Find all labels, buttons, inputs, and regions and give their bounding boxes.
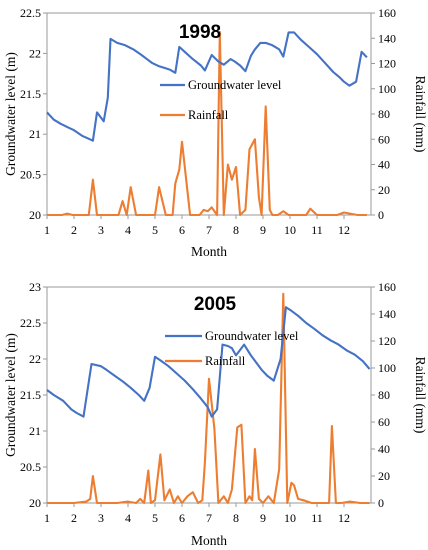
chart-1998: 1 2 3 4 5 6 7 8 9 10 11 122020.52121.52222.50204060… — [3, 6, 428, 259]
y-tick-label: 21 — [29, 424, 41, 438]
x-tick-label: 10 — [284, 511, 296, 525]
y2-tick-label: 40 — [378, 442, 390, 456]
y2-tick-label: 40 — [378, 158, 390, 172]
x-tick-label: 3 — [98, 511, 104, 525]
x-tick-label: 11 — [311, 223, 323, 237]
x-tick-label: 6 — [179, 511, 185, 525]
legend: Groundwater level Rainfall — [165, 329, 299, 368]
y-tick-label: 20.5 — [20, 168, 41, 182]
y-tick-label: 20.5 — [20, 460, 41, 474]
y-tick-label: 21 — [29, 127, 41, 141]
y2-tick-label: 80 — [378, 107, 390, 121]
x-tick-label: 7 — [206, 511, 212, 525]
plot-area: 1 2 3 4 5 6 7 8 9 10 11 122020.52121.52222.52302040… — [20, 280, 396, 525]
y-tick-label: 22 — [29, 352, 41, 366]
y2-tick-label: 0 — [378, 496, 384, 510]
y2-tick-label: 140 — [378, 307, 396, 321]
x-tick-label: 9 — [260, 223, 266, 237]
legend: Groundwater level Rainfall — [160, 78, 282, 122]
chart-title: 2005 — [194, 294, 237, 315]
y-tick-label: 21.5 — [20, 388, 41, 402]
y2-tick-label: 140 — [378, 31, 396, 45]
x-tick-label: 2 — [71, 223, 77, 237]
y2-tick-label: 120 — [378, 334, 396, 348]
x-tick-label: 6 — [179, 223, 185, 237]
y2-axis-label: Rainfall (mm) — [413, 357, 428, 434]
groundwater-series-line — [46, 306, 371, 418]
y-tick-label: 20 — [29, 496, 41, 510]
x-tick-label: 12 — [338, 223, 350, 237]
y2-axis-label: Rainfall (mm) — [413, 76, 428, 153]
x-axis-label: Month — [191, 533, 227, 548]
rainfall-series-line — [47, 30, 367, 217]
legend-groundwater-label: Groundwater level — [205, 329, 299, 343]
y-tick-label: 21.5 — [20, 87, 41, 101]
y-tick-label: 22 — [29, 46, 41, 60]
legend-rainfall-label: Rainfall — [188, 108, 229, 122]
x-tick-label: 3 — [98, 223, 104, 237]
legend-groundwater-label: Groundwater level — [188, 78, 282, 92]
x-tick-label: 5 — [152, 223, 158, 237]
x-tick-label: 4 — [125, 223, 131, 237]
legend-rainfall-label: Rainfall — [205, 354, 246, 368]
y2-tick-label: 120 — [378, 57, 396, 71]
y2-tick-label: 20 — [378, 183, 390, 197]
y-tick-label: 20 — [29, 208, 41, 222]
y-tick-label: 22.5 — [20, 6, 41, 20]
x-tick-label: 2 — [71, 511, 77, 525]
y-tick-label: 23 — [29, 280, 41, 294]
x-tick-label: 8 — [233, 511, 239, 525]
rainfall-series-line — [47, 292, 370, 505]
x-tick-label: 5 — [152, 511, 158, 525]
chart-2005: 1 2 3 4 5 6 7 8 9 10 11 122020.52121.52222.52302040… — [3, 280, 428, 548]
x-tick-label: 4 — [125, 511, 131, 525]
y2-tick-label: 80 — [378, 388, 390, 402]
x-tick-label: 11 — [311, 511, 323, 525]
y2-tick-label: 60 — [378, 415, 390, 429]
y2-tick-label: 20 — [378, 469, 390, 483]
y-tick-label: 22.5 — [20, 316, 41, 330]
x-tick-label: 1 — [44, 223, 50, 237]
x-axis-label: Month — [191, 244, 227, 259]
x-tick-label: 7 — [206, 223, 212, 237]
x-tick-label: 10 — [284, 223, 296, 237]
y2-tick-label: 160 — [378, 6, 396, 20]
x-tick-label: 1 — [44, 511, 50, 525]
x-tick-label: 9 — [260, 511, 266, 525]
y2-tick-label: 60 — [378, 132, 390, 146]
y2-tick-label: 100 — [378, 361, 396, 375]
chart-title: 1998 — [179, 22, 221, 43]
y2-tick-label: 100 — [378, 82, 396, 96]
y2-tick-label: 160 — [378, 280, 396, 294]
y-axis-label: Groundwater level (m) — [3, 52, 18, 176]
y-axis-label: Groundwater level (m) — [3, 333, 18, 457]
groundwater-series-line — [46, 31, 368, 142]
plot-area: 1 2 3 4 5 6 7 8 9 10 11 122020.52121.52222.50204060… — [20, 6, 396, 237]
x-tick-label: 8 — [233, 223, 239, 237]
y2-tick-label: 0 — [378, 208, 384, 222]
x-tick-label: 12 — [338, 511, 350, 525]
